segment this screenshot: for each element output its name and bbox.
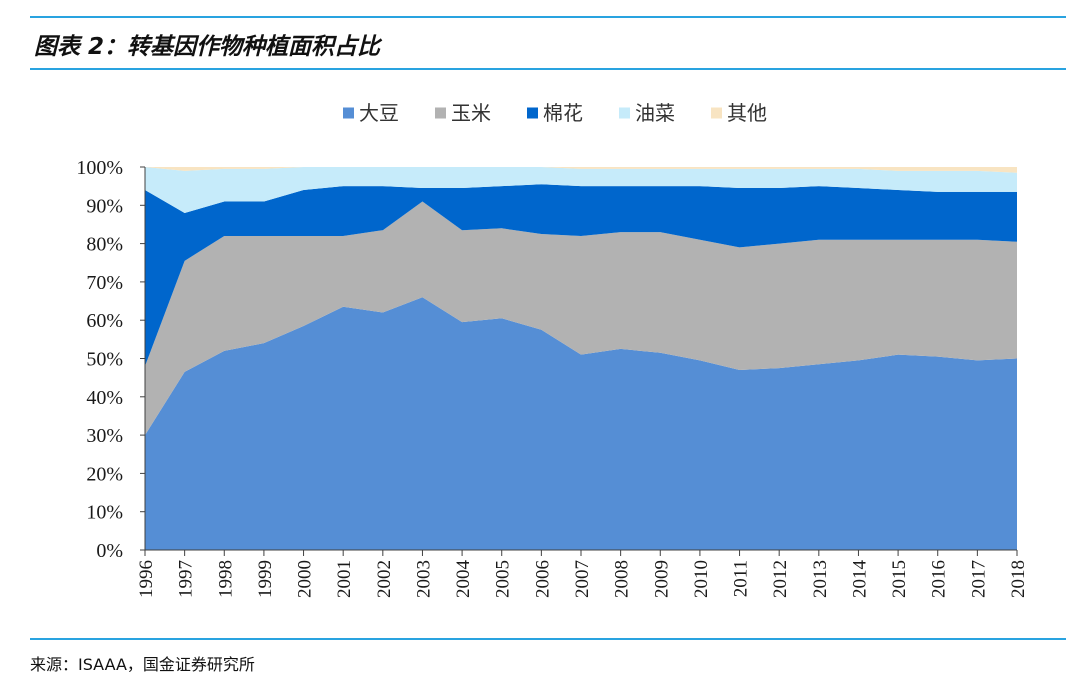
y-tick-label: 50% [86,349,123,371]
title-rule [30,68,1066,70]
bottom-rule [30,638,1066,640]
legend-swatch-5 [711,107,722,119]
x-tick-label: 2006 [532,560,553,598]
x-tick-label: 2012 [770,560,791,598]
legend-label-5: 其他 [727,101,767,125]
area-series-3 [145,184,1017,367]
x-tick-label: 2000 [295,560,316,598]
legend-swatch-4 [619,107,630,119]
x-tick-label: 2001 [334,560,355,598]
area-series-4 [145,167,1017,213]
x-tick-label: 2011 [731,560,752,597]
x-tick-label: 2013 [810,560,831,598]
y-tick-label: 100% [76,157,123,179]
legend-swatch-1 [343,107,354,119]
y-tick-label: 70% [86,272,123,294]
x-tick-label: 2007 [572,560,593,598]
x-tick-label: 1996 [136,560,157,598]
x-tick-label: 2016 [929,560,950,598]
y-tick-label: 0% [96,540,123,562]
x-tick-label: 1998 [215,560,236,598]
legend-swatch-3 [527,107,538,119]
legend-swatch-2 [435,107,446,119]
x-tick-label: 2005 [493,560,514,598]
x-tick-label: 2004 [453,560,474,599]
x-tick-label: 2002 [374,560,395,598]
legend-label-4: 油菜 [635,101,675,125]
x-tick-label: 2008 [612,560,633,598]
legend-label-3: 棉花 [543,101,583,125]
x-tick-label: 2015 [889,560,910,598]
x-tick-label: 2018 [1008,560,1029,598]
area-series-2 [145,201,1017,436]
figure-title: 图表 2：转基因作物种植面积占比 [34,34,381,60]
y-tick-label: 60% [86,310,123,332]
y-tick-label: 30% [86,425,123,447]
x-tick-label: 2003 [413,560,434,598]
area-series-1 [145,297,1017,550]
legend-label-2: 玉米 [451,101,491,125]
y-tick-label: 40% [86,387,123,409]
y-tick-label: 20% [86,463,123,485]
x-tick-label: 2014 [849,560,870,599]
x-tick-label: 2017 [968,560,989,598]
source-note: 来源：ISAAA，国金证券研究所 [30,655,255,674]
area-series-5 [145,167,1017,173]
y-tick-label: 90% [86,195,123,217]
x-tick-label: 2009 [651,560,672,598]
x-tick-label: 1997 [176,560,197,598]
legend-label-1: 大豆 [359,101,399,125]
y-tick-label: 80% [86,234,123,256]
stacked-area-chart: 0% 10% 20% 30% 40% 50% 60% 70% 80% 90% 100% 1996 199… [76,101,1029,599]
x-tick-label: 2010 [691,560,712,598]
y-tick-label: 10% [86,502,123,524]
x-tick-label: 1999 [255,560,276,598]
top-rule [30,16,1066,18]
